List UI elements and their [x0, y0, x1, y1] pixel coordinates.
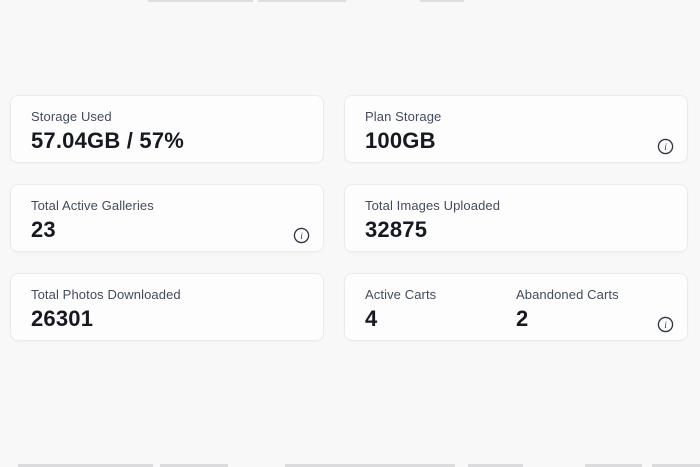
stat-value: 4: [365, 306, 378, 331]
info-circle-icon: i: [657, 138, 674, 155]
stat-label: Total Active Galleries: [31, 198, 154, 213]
cutoff-content-artifact: [148, 0, 253, 2]
stat-value: 23: [31, 217, 56, 242]
cutoff-content-artifact: [420, 0, 464, 2]
stat-value: 100GB: [365, 128, 436, 153]
stat-value: 32875: [365, 217, 428, 242]
svg-text:i: i: [664, 321, 667, 331]
stat-card-plan-storage: Plan Storage 100GB i: [344, 95, 688, 163]
info-circle-icon: i: [293, 227, 310, 244]
stat-label: Active Carts: [365, 287, 437, 302]
stat-card-carts: Active Carts 4 Abandoned Carts 2 i: [344, 273, 688, 341]
abandoned-carts-stat: Abandoned Carts 2: [516, 287, 667, 331]
stat-card-images-uploaded: Total Images Uploaded 32875: [344, 184, 688, 252]
stat-card-storage-used: Storage Used 57.04GB / 57%: [10, 95, 324, 163]
stat-value: 26301: [31, 306, 94, 331]
info-circle-icon: i: [657, 316, 674, 333]
stat-card-photos-downloaded: Total Photos Downloaded 26301: [10, 273, 324, 341]
svg-text:i: i: [300, 232, 303, 242]
stat-label: Plan Storage: [365, 109, 442, 124]
stat-card-active-galleries: Total Active Galleries 23 i: [10, 184, 324, 252]
stat-label: Total Photos Downloaded: [31, 287, 181, 302]
stat-label: Total Images Uploaded: [365, 198, 501, 213]
stat-label: Abandoned Carts: [516, 287, 619, 302]
info-icon[interactable]: i: [293, 227, 310, 244]
info-icon[interactable]: i: [657, 316, 674, 333]
info-icon[interactable]: i: [657, 138, 674, 155]
svg-text:i: i: [664, 143, 667, 153]
stat-value: 57.04GB / 57%: [31, 128, 185, 153]
stat-value: 2: [516, 306, 529, 331]
cutoff-content-artifact: [258, 0, 346, 2]
stats-grid: Storage Used 57.04GB / 57% Plan Storage …: [10, 95, 688, 341]
stat-label: Storage Used: [31, 109, 112, 124]
active-carts-stat: Active Carts 4: [365, 287, 516, 331]
